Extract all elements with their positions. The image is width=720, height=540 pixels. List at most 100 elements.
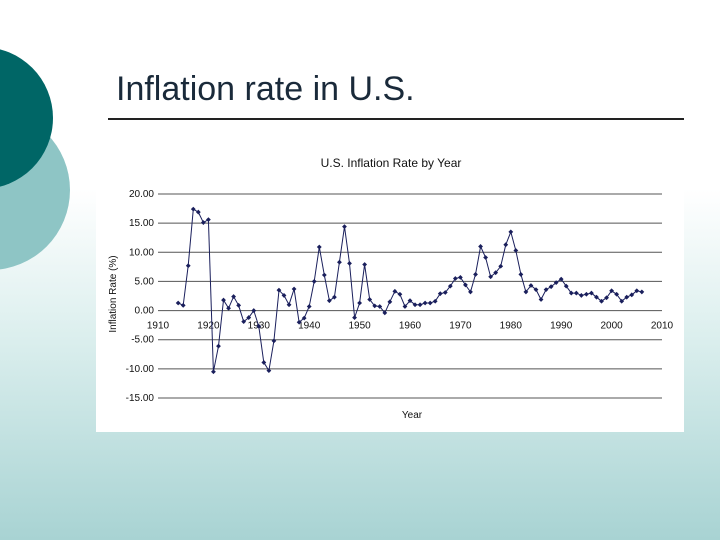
slide-title: Inflation rate in U.S.	[116, 70, 415, 108]
x-tick-label: 1970	[449, 321, 472, 332]
title-divider	[108, 118, 684, 120]
data-point	[447, 283, 453, 289]
gridlines	[158, 193, 662, 399]
data-point	[599, 298, 604, 304]
series-inflation	[175, 206, 645, 375]
data-point	[231, 294, 236, 299]
data-point	[573, 290, 579, 296]
data-point	[180, 302, 186, 308]
data-point	[452, 276, 458, 281]
data-point	[195, 209, 201, 215]
data-point	[337, 259, 342, 265]
y-tick-labels: 20.00 15.00 10.00 5.00 0.00 -5.00 -10.00 -15.00	[126, 189, 155, 404]
data-point	[306, 304, 312, 309]
data-point	[200, 220, 206, 225]
data-point	[558, 276, 564, 282]
x-tick-label: 1920	[197, 321, 220, 332]
data-point	[357, 300, 362, 306]
data-point	[185, 263, 191, 269]
y-tick-label: -10.00	[126, 364, 155, 375]
data-point	[347, 260, 352, 266]
data-point	[251, 308, 257, 313]
data-point	[463, 282, 468, 288]
data-point	[286, 302, 292, 308]
data-point	[568, 290, 574, 296]
data-point	[377, 304, 383, 309]
data-point	[563, 283, 569, 289]
data-point	[473, 272, 478, 277]
data-point	[604, 295, 609, 301]
data-point	[523, 289, 529, 295]
data-point	[241, 319, 247, 325]
data-point	[276, 287, 282, 293]
data-point	[301, 315, 307, 321]
y-axis-label: Inflation Rate (%)	[108, 255, 119, 332]
data-point	[412, 302, 418, 308]
decorative-circles	[0, 49, 70, 270]
data-point	[352, 315, 357, 320]
data-point	[483, 255, 488, 260]
data-point	[281, 293, 287, 298]
data-point	[629, 292, 635, 298]
data-point	[296, 319, 302, 325]
x-tick-label: 1940	[298, 321, 321, 332]
data-point	[578, 293, 584, 298]
data-point	[422, 300, 428, 306]
data-point	[432, 298, 438, 304]
data-point	[508, 229, 514, 235]
data-point	[321, 272, 327, 278]
data-point	[584, 291, 589, 297]
data-point	[543, 287, 549, 292]
y-tick-label: 10.00	[129, 247, 154, 258]
x-tick-label: 1960	[399, 321, 422, 332]
y-tick-label: -15.00	[126, 393, 155, 404]
data-point	[619, 298, 625, 304]
data-point	[548, 284, 554, 290]
data-point	[533, 287, 539, 292]
x-axis-label: Year	[402, 410, 423, 421]
data-point	[311, 279, 317, 284]
data-point	[362, 262, 368, 267]
data-point	[256, 323, 262, 329]
data-point	[478, 244, 483, 249]
data-point	[624, 294, 630, 300]
data-point	[342, 224, 347, 230]
data-point	[372, 303, 378, 309]
data-point	[493, 270, 499, 276]
data-point	[190, 206, 196, 212]
x-tick-label: 2000	[600, 321, 623, 332]
data-point	[528, 283, 534, 288]
data-point	[387, 299, 393, 305]
data-point	[291, 286, 297, 292]
data-point	[498, 263, 504, 269]
data-point	[221, 297, 226, 303]
data-point	[518, 272, 524, 277]
y-tick-label: 0.00	[135, 306, 155, 317]
data-point	[609, 288, 614, 294]
data-point	[236, 302, 242, 308]
data-point	[266, 368, 272, 374]
data-point	[392, 288, 398, 294]
data-point	[246, 315, 252, 320]
x-tick-label: 2010	[651, 321, 674, 332]
series-line	[177, 208, 642, 372]
data-point	[211, 369, 216, 375]
data-point	[407, 298, 413, 304]
data-point	[216, 343, 221, 349]
data-point	[261, 360, 267, 365]
x-tick-label: 1990	[550, 321, 573, 332]
data-point	[538, 297, 544, 302]
data-point	[639, 289, 645, 295]
data-point	[614, 291, 620, 297]
data-point	[553, 280, 559, 285]
x-tick-label: 1980	[500, 321, 523, 332]
data-point	[226, 305, 231, 311]
data-point	[427, 300, 433, 306]
chart-panel: U.S. Inflation Rate by Year Year Inflati…	[96, 144, 684, 432]
data-point	[468, 289, 473, 295]
data-point	[382, 310, 388, 316]
data-point	[367, 297, 373, 302]
data-point	[271, 338, 277, 344]
data-point	[488, 274, 494, 280]
data-point	[332, 294, 337, 300]
